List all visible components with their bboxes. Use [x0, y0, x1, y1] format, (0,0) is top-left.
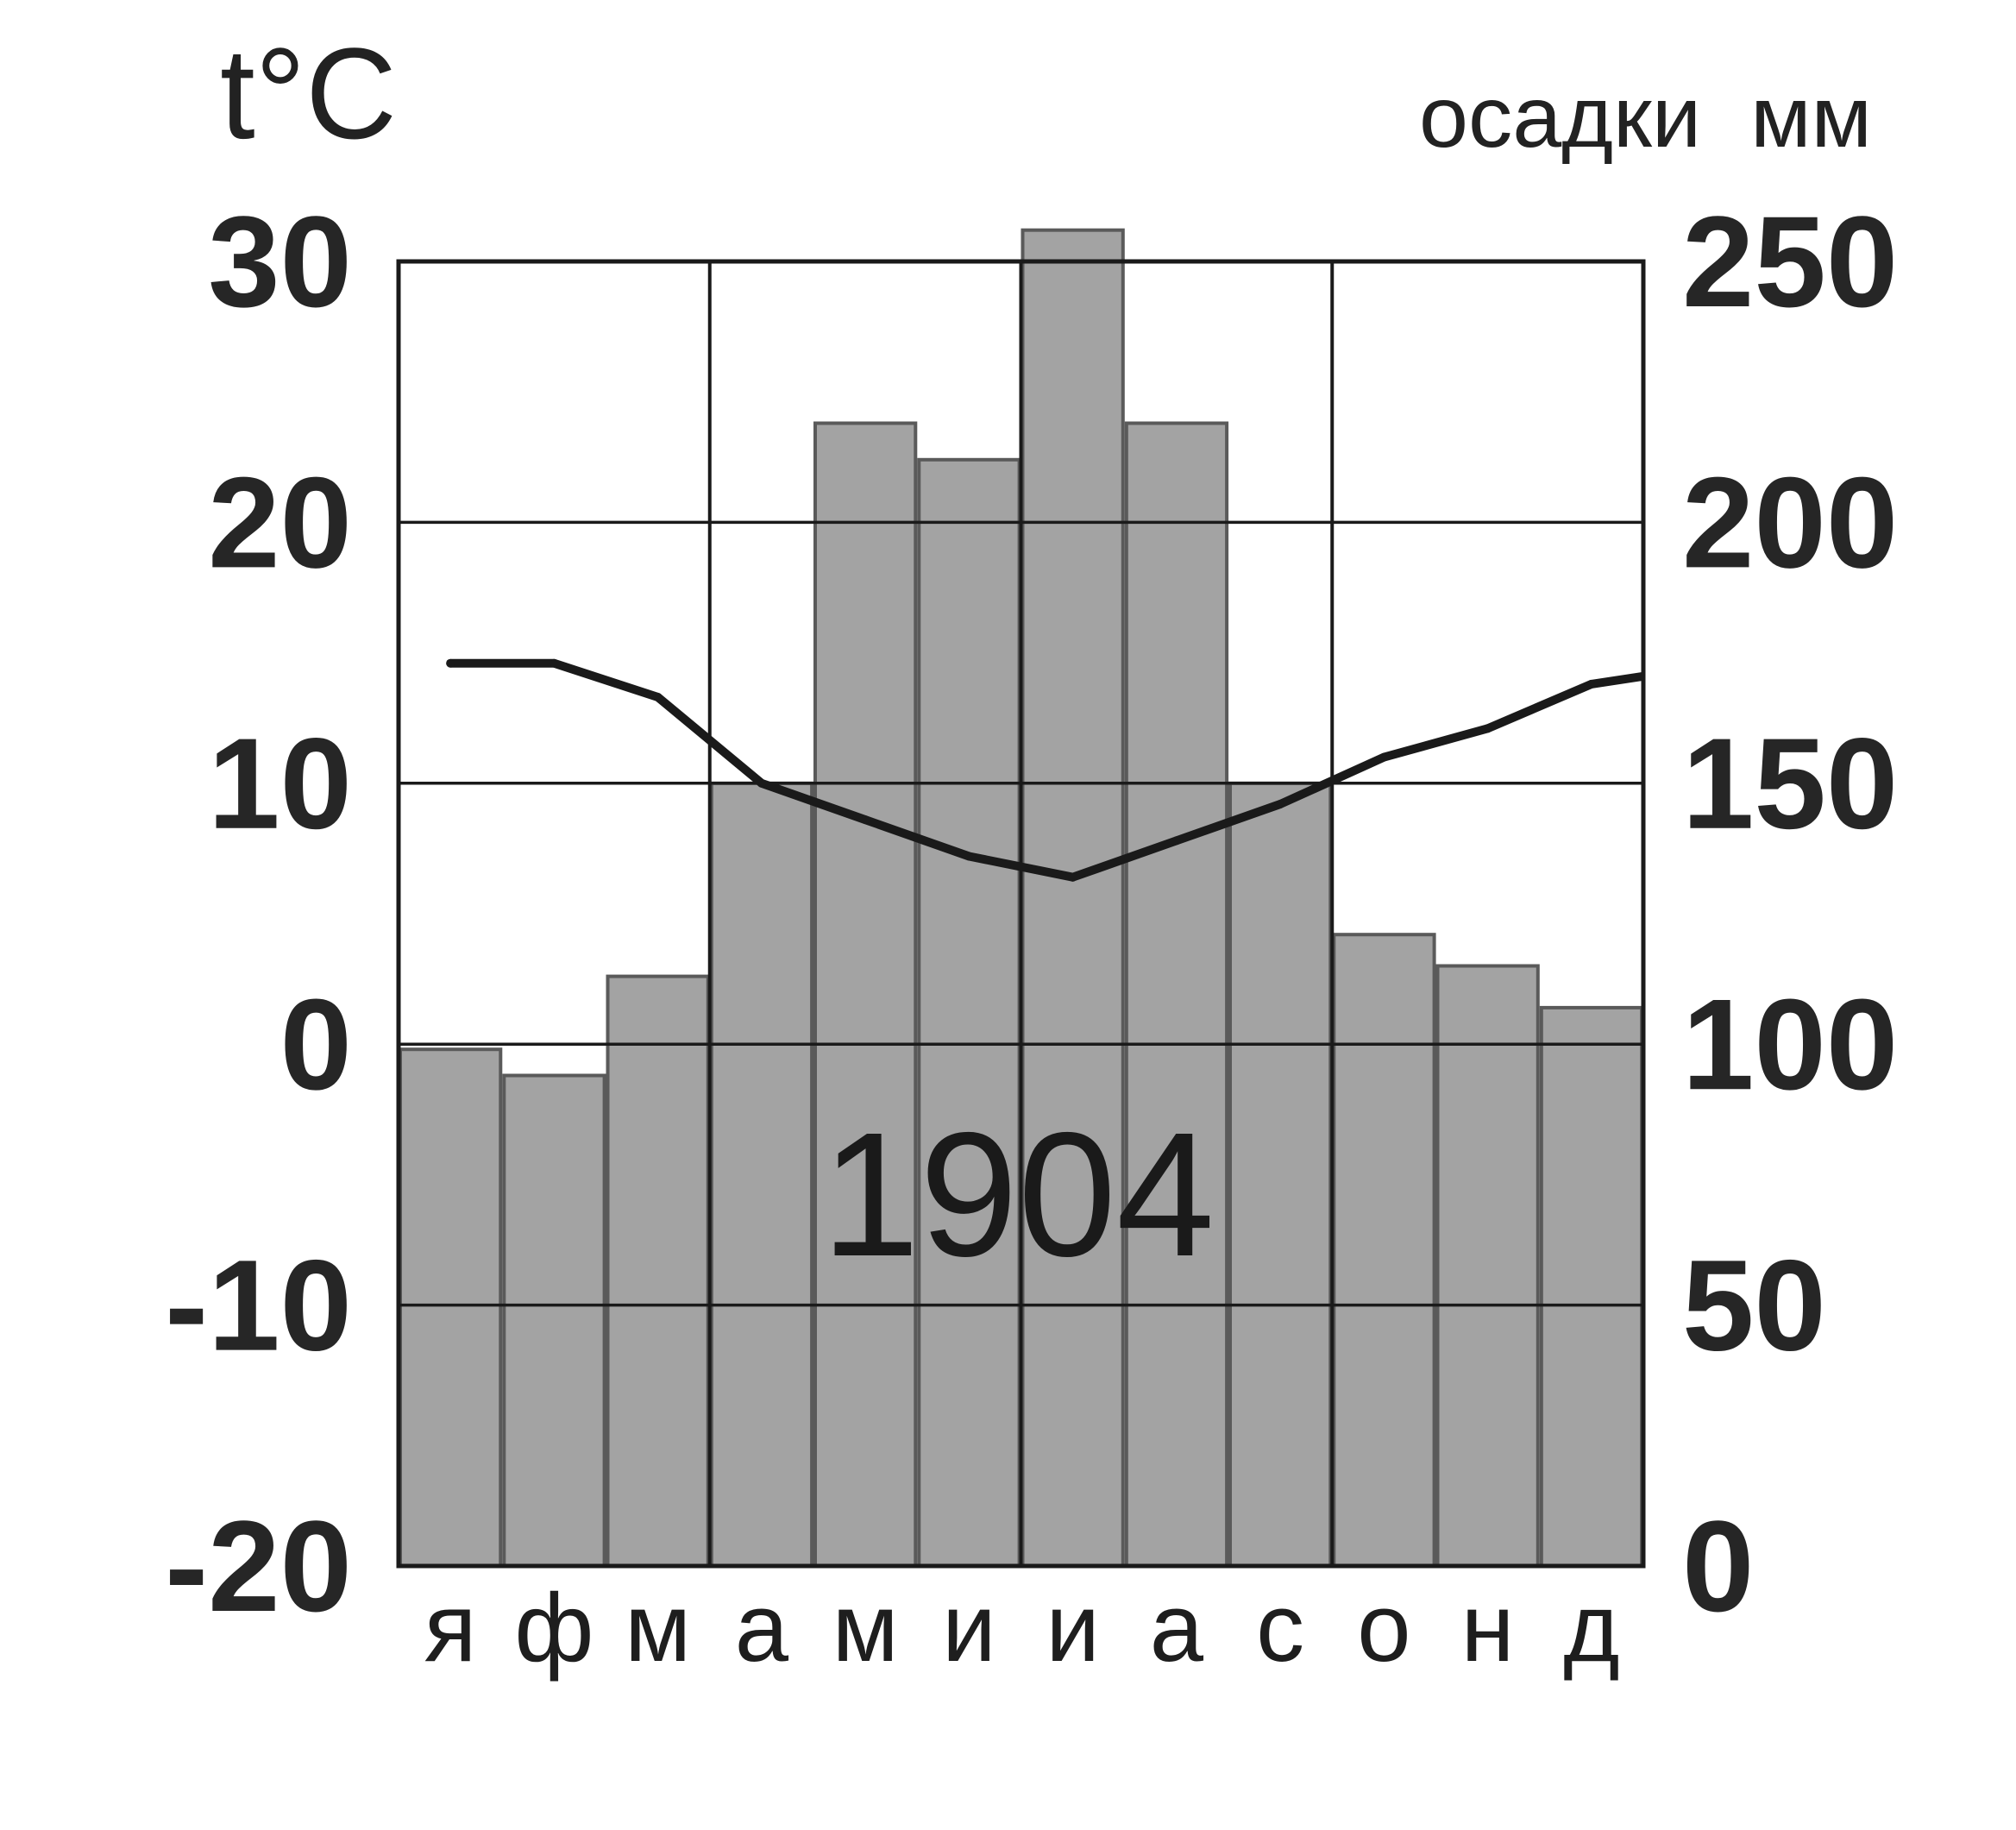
left-tick-label: 20 — [208, 450, 352, 594]
left-tick-label: 30 — [208, 189, 352, 334]
temperature-point — [653, 693, 663, 701]
right-tick-label: 50 — [1682, 1233, 1826, 1378]
temperature-point — [1379, 752, 1389, 762]
month-label: а — [735, 1574, 789, 1682]
left-axis-title: t°C — [220, 21, 397, 166]
right-tick-label: 0 — [1682, 1494, 1754, 1638]
precip-bar — [606, 974, 710, 1568]
precipitation-bars — [399, 228, 1644, 1569]
temperature-point — [757, 778, 766, 788]
month-label: м — [832, 1574, 899, 1682]
month-label: м — [625, 1574, 691, 1682]
precip-bar — [813, 421, 918, 1568]
left-tick-label: -20 — [165, 1494, 352, 1638]
right-tick-label: 150 — [1682, 711, 1898, 856]
month-label: о — [1357, 1574, 1410, 1682]
precip-bar — [399, 1047, 503, 1568]
month-label: и — [942, 1574, 996, 1682]
precip-bar — [917, 457, 1021, 1568]
temperature-point — [1171, 836, 1181, 846]
month-label: д — [1563, 1574, 1619, 1682]
precip-bar — [1435, 964, 1540, 1568]
temperature-point — [446, 658, 455, 668]
left-tick-label: 0 — [280, 972, 352, 1116]
month-label: н — [1461, 1574, 1515, 1682]
right-tick-label: 200 — [1682, 450, 1898, 594]
temperature-point — [1068, 872, 1077, 882]
precip-bar — [1332, 933, 1436, 1568]
precip-bar — [1124, 421, 1229, 1568]
precip-bar — [1228, 781, 1333, 1568]
precip-bar — [502, 1073, 606, 1568]
right-tick-label: 250 — [1682, 189, 1898, 334]
temperature-point — [1276, 800, 1285, 808]
temperature-point — [1586, 679, 1596, 689]
precip-bar — [1021, 228, 1125, 1569]
month-label: я — [424, 1574, 477, 1682]
grid — [396, 259, 1646, 1569]
temperature-point — [1483, 724, 1492, 733]
temperature-point — [861, 815, 870, 825]
month-label: ф — [514, 1574, 593, 1682]
temperature-line — [446, 658, 1644, 882]
temperature-point — [964, 852, 974, 861]
left-tick-label: 10 — [208, 711, 352, 856]
right-tick-label: 100 — [1682, 972, 1898, 1116]
left-axis-ticks: 30 20 10 0 -10 -20 — [165, 189, 352, 1638]
month-label: а — [1150, 1574, 1204, 1682]
right-axis-ticks: 250 200 150 100 50 0 — [1682, 189, 1898, 1638]
month-label: с — [1256, 1574, 1304, 1682]
temperature-point — [550, 658, 559, 668]
precip-bar — [1539, 1005, 1644, 1568]
month-label: и — [1046, 1574, 1100, 1682]
right-axis-title: осадки мм — [1419, 69, 1872, 166]
precip-bar — [709, 781, 814, 1568]
left-tick-label: -10 — [165, 1233, 352, 1378]
year-label: 1904 — [821, 1096, 1215, 1293]
